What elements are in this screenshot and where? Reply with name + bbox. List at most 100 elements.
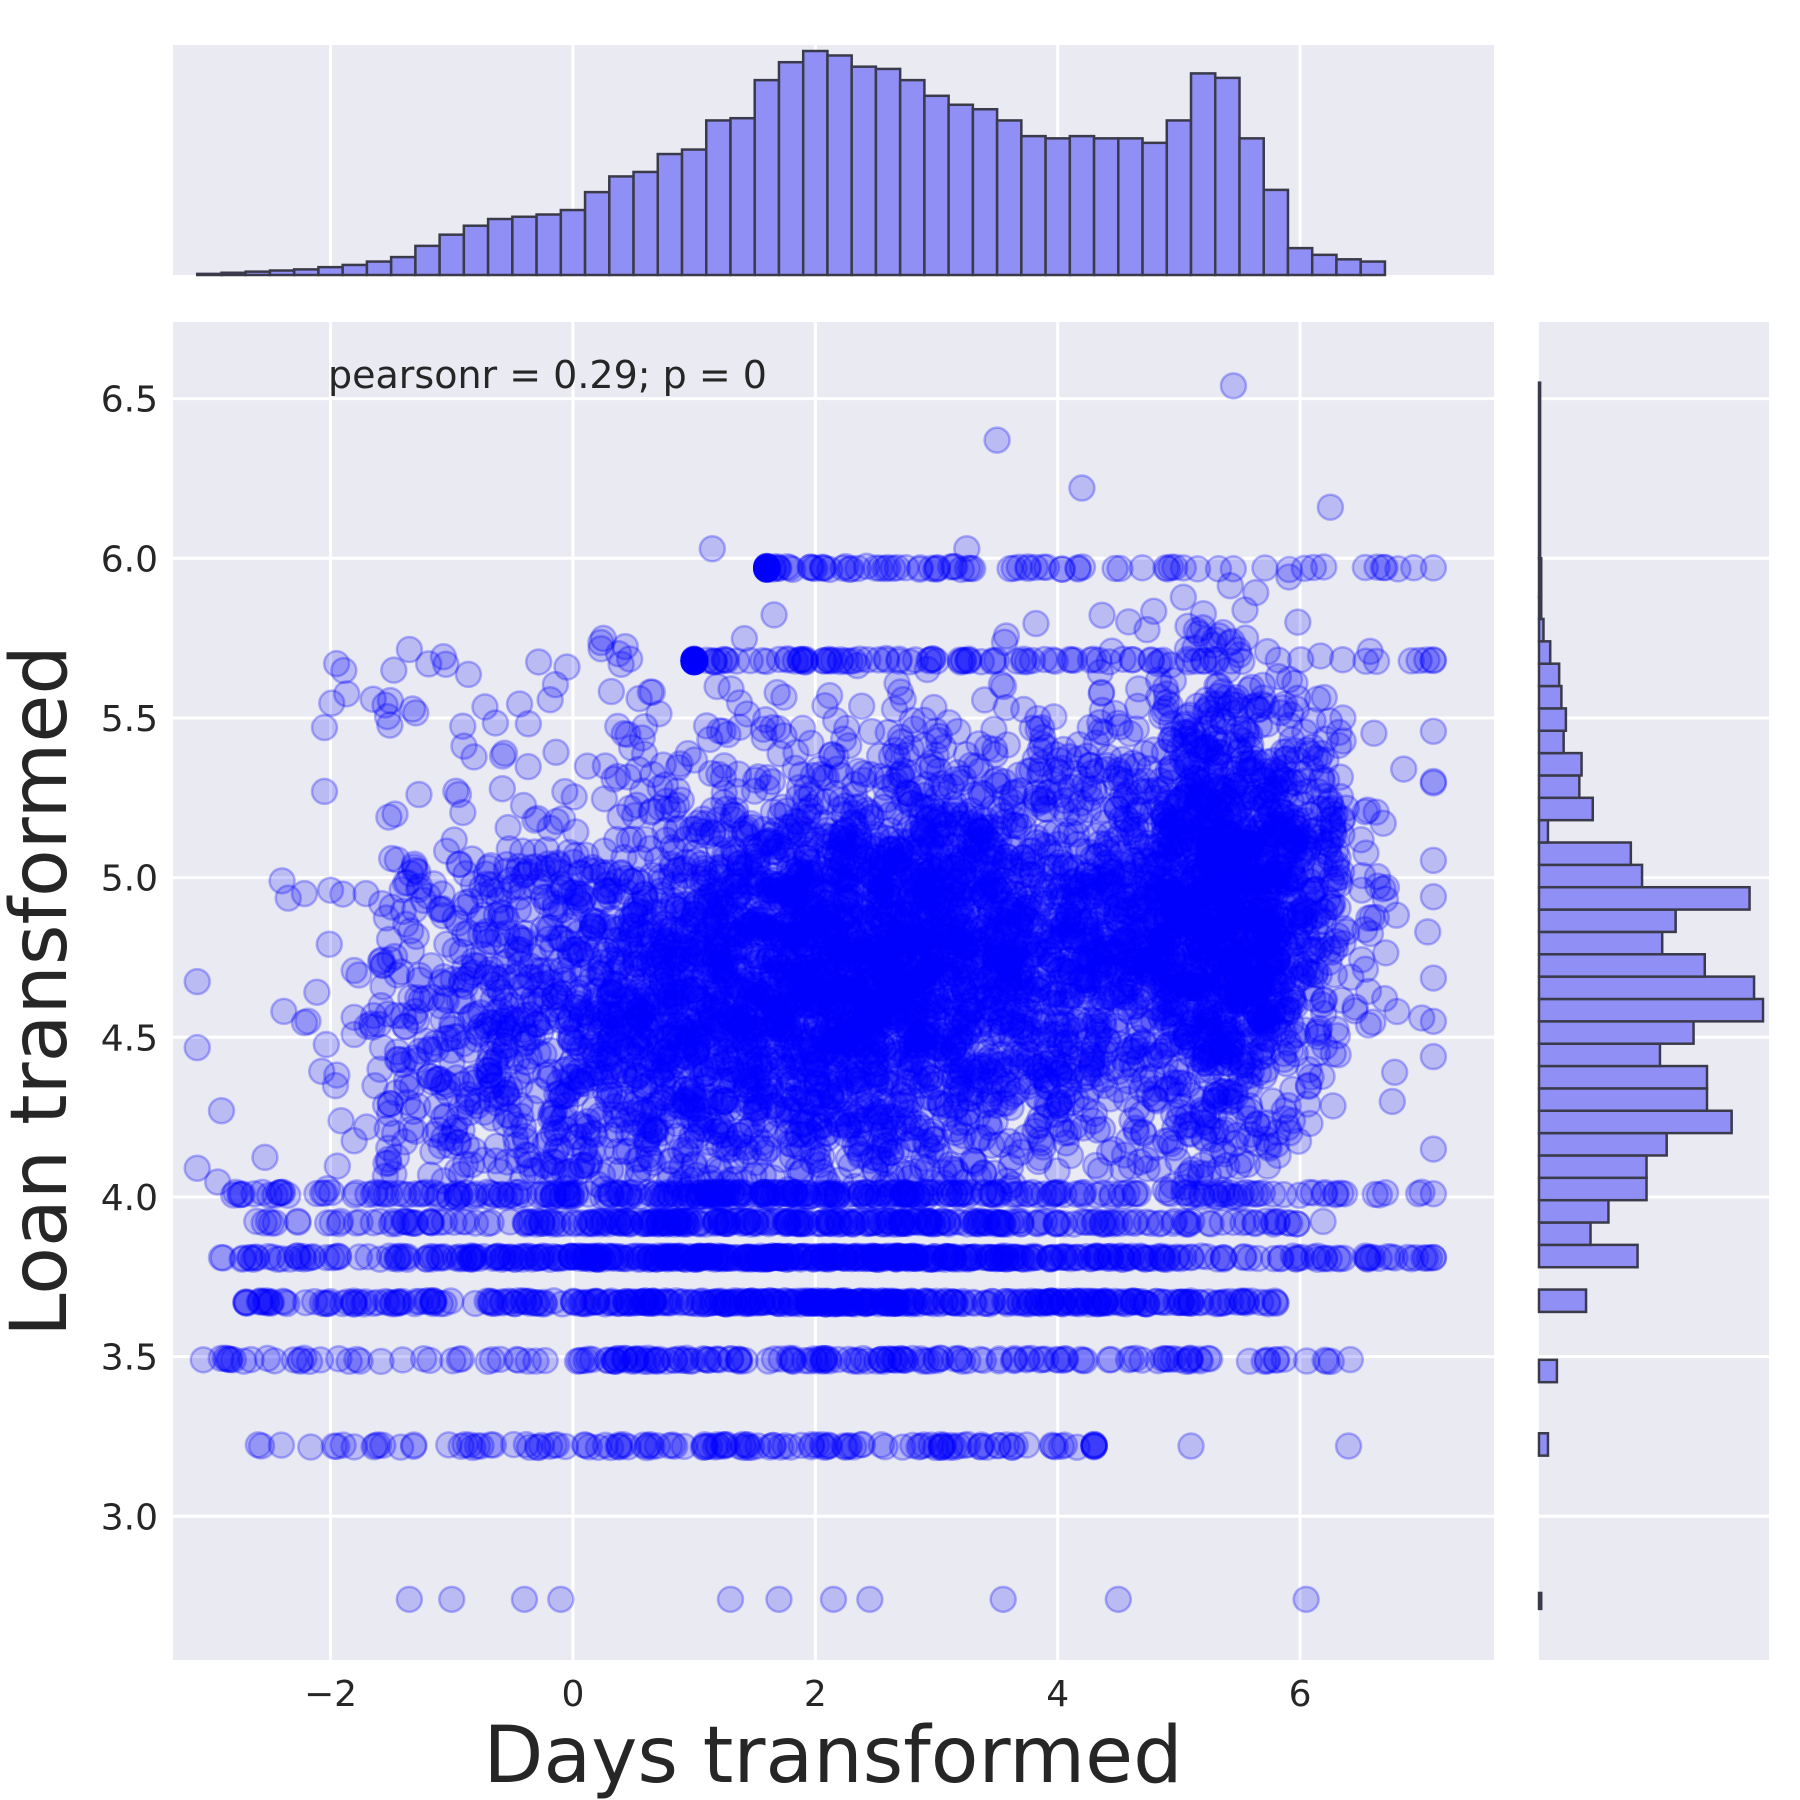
top-hist-bar: [1044, 137, 1072, 277]
scatter-point: [488, 774, 517, 803]
scatter-point: [903, 981, 931, 1009]
top-hist-bar: [1238, 137, 1265, 277]
scatter-point: [1106, 713, 1135, 741]
scatter-point: [1135, 755, 1164, 783]
top-hist-bar: [632, 170, 660, 277]
scatter-point: [672, 1138, 701, 1167]
scatter-point: [674, 1005, 702, 1034]
scatter-point: [647, 1001, 675, 1029]
scatter-point: [1337, 963, 1365, 991]
scatter-point: [845, 939, 873, 967]
scatter-point: [1413, 918, 1442, 946]
scatter-point: [880, 695, 909, 723]
top-hist-bar: [389, 255, 417, 277]
scatter-point: [887, 1010, 915, 1039]
scatter-point: [855, 841, 883, 869]
scatter-point: [897, 877, 925, 905]
scatter-point: [680, 977, 708, 1005]
scatter-point: [1380, 1058, 1409, 1087]
scatter-point: [913, 821, 941, 849]
scatter-point: [833, 714, 861, 743]
top-hist-bar: [365, 260, 393, 277]
scatter-point: [1419, 767, 1448, 796]
top-hist-bar: [995, 119, 1023, 277]
scatter-point: [1328, 806, 1356, 835]
scatter-point: [1258, 998, 1286, 1027]
scatter-point: [1085, 865, 1114, 894]
scatter-point: [1163, 989, 1191, 1018]
top-hist-bars: [195, 49, 1387, 277]
scatter-point: [1172, 817, 1200, 846]
top-hist-bar: [826, 54, 853, 277]
scatter-point: [183, 967, 211, 996]
scatter-point: [682, 1037, 711, 1065]
scatter-point: [902, 1037, 931, 1065]
top-hist-bar: [1068, 134, 1096, 277]
scatter-point: [1220, 859, 1249, 887]
scatter-point: [509, 791, 538, 820]
scatter-point: [663, 1110, 691, 1138]
scatter-point: [904, 966, 932, 994]
top-hist-bar: [414, 244, 441, 277]
scatter-point: [1192, 732, 1221, 761]
top-hist-bar: [729, 116, 756, 277]
scatter-point: [1166, 809, 1195, 837]
scatter-point: [733, 823, 762, 851]
scatter-point: [429, 1103, 458, 1132]
scatter-point: [831, 1001, 860, 1030]
scatter-point: [728, 955, 757, 984]
scatter-point: [1124, 692, 1152, 721]
scatter-point: [1151, 1127, 1180, 1155]
top-hist-bar: [341, 263, 369, 277]
top-hist-bar: [971, 107, 999, 277]
scatter-point: [1133, 615, 1161, 644]
scatter-point: [1170, 885, 1198, 913]
scatter-point: [1291, 718, 1319, 746]
scatter-point: [499, 873, 528, 901]
top-hist-bar: [1189, 72, 1217, 277]
scatter-point: [1329, 929, 1357, 958]
scatter-point: [315, 930, 344, 959]
scatter-point: [954, 831, 983, 859]
scatter-point: [876, 919, 904, 948]
scatter-point: [1192, 809, 1221, 837]
scatter-point: [1213, 776, 1242, 805]
scatter-point: [1236, 976, 1265, 1004]
scatter-point: [730, 1062, 759, 1090]
scatter-point: [758, 767, 787, 796]
scatter-point: [1305, 1014, 1334, 1043]
scatter-point: [870, 946, 898, 974]
scatter-point: [1252, 788, 1281, 816]
scatter-point: [1301, 961, 1329, 989]
scatter-point: [756, 869, 784, 897]
scatter-point: [885, 959, 913, 988]
scatter-point: [1202, 815, 1231, 844]
top-hist-bar: [608, 175, 635, 277]
scatter-point: [1360, 719, 1388, 748]
main-scatter-panel: pearsonr = 0.29; p = 0: [173, 322, 1494, 1660]
scatter-point: [1210, 824, 1239, 853]
top-hist-bar: [1214, 76, 1241, 277]
scatter-point: [683, 1036, 711, 1064]
scatter-point: [1054, 972, 1083, 1000]
scatter-point: [787, 971, 816, 999]
scatter-point: [801, 962, 830, 990]
scatter-point: [516, 853, 544, 882]
scatter-point: [1389, 755, 1418, 783]
scatter-point: [915, 903, 944, 932]
scatter-point: [728, 920, 756, 949]
scatter-point: [897, 734, 925, 763]
top-hist-bar: [1141, 141, 1169, 277]
scatter-point: [950, 975, 978, 1003]
scatter-point: [822, 742, 850, 771]
top-hist-bar: [923, 94, 950, 277]
scatter-point: [847, 692, 876, 720]
scatter-points: [183, 372, 1448, 1614]
scatter-point: [915, 953, 944, 981]
scatter-point: [1058, 923, 1087, 951]
scatter-point: [873, 1183, 902, 1211]
scatter-point: [1362, 903, 1391, 932]
scatter-point: [813, 958, 842, 986]
scatter-point: [1226, 989, 1255, 1018]
scatter-point: [1043, 830, 1072, 859]
